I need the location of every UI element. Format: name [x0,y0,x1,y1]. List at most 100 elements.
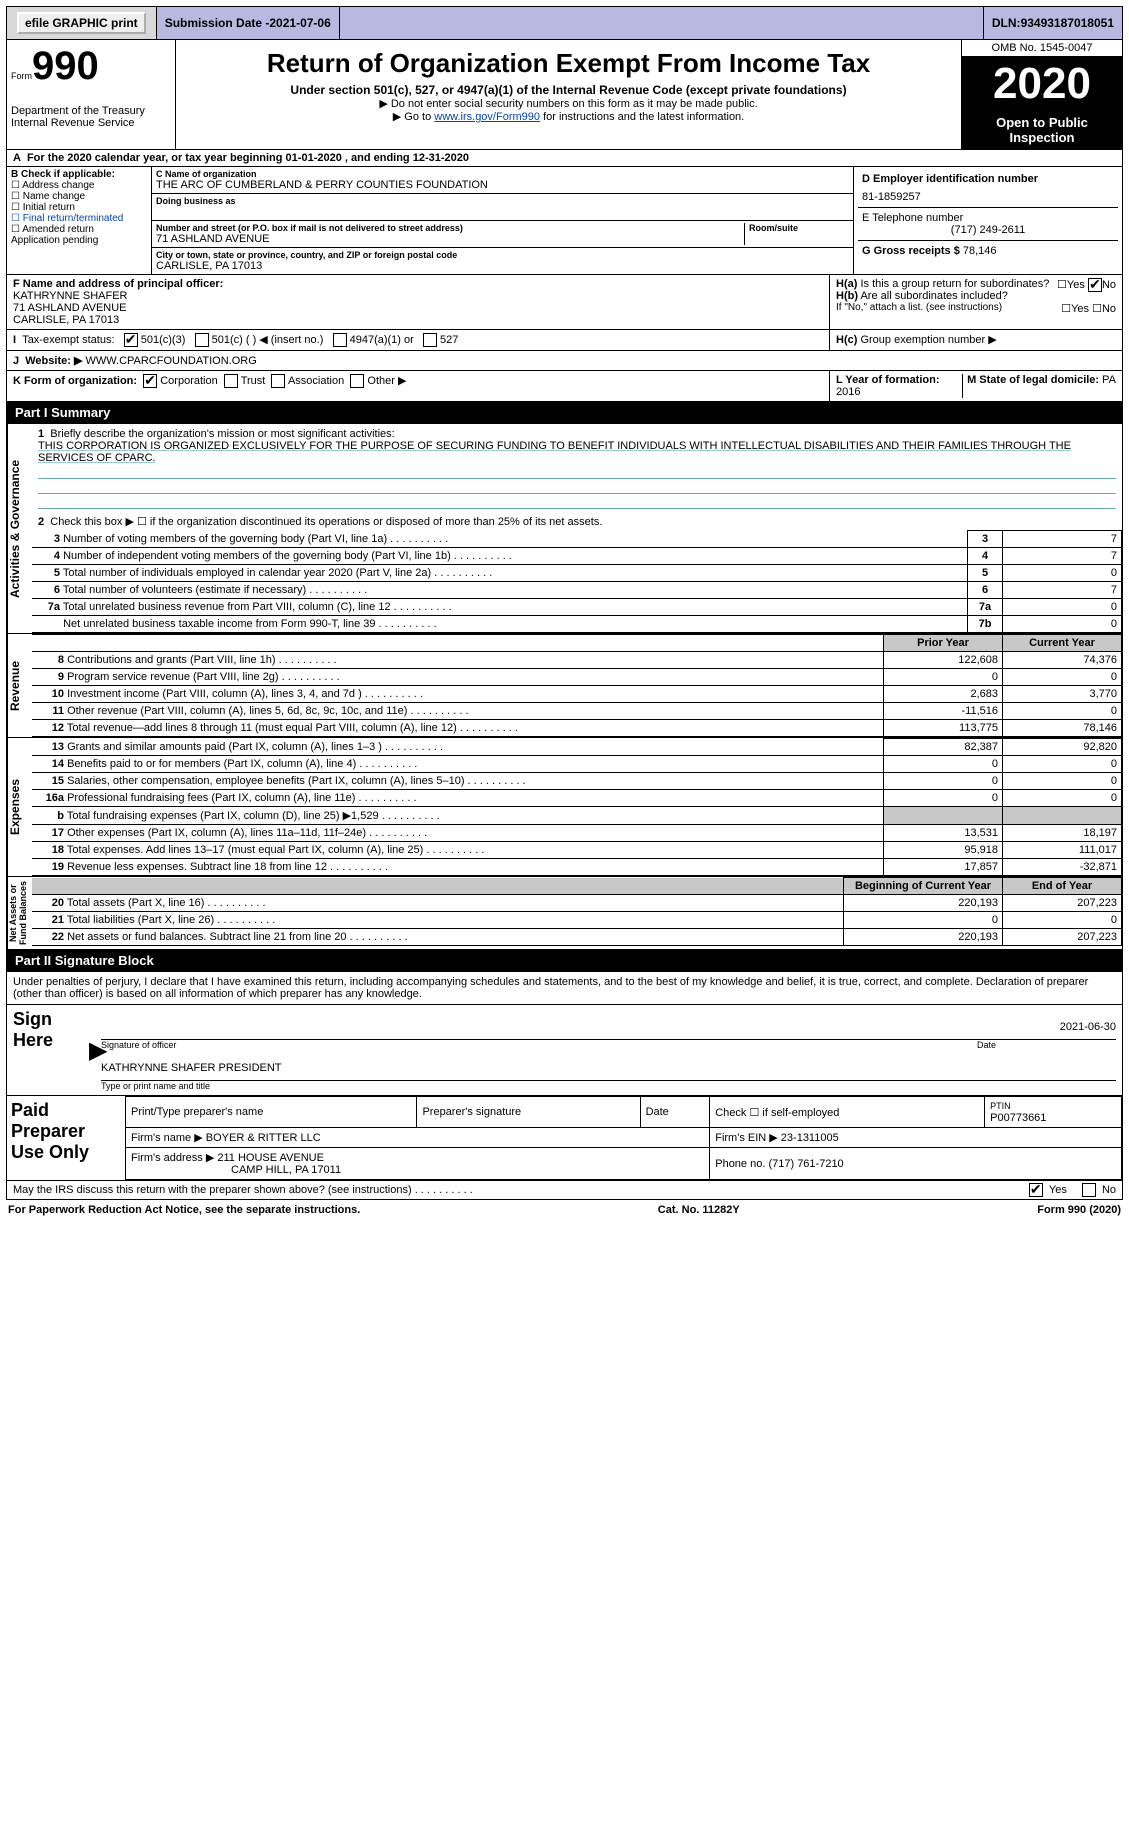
firm-phone-label: Phone no. [715,1158,768,1170]
h-a-text: Is this a group return for subordinates? [860,278,1049,290]
section-i-label: Tax-exempt status: [22,334,114,346]
section-b-label: B Check if applicable: [11,169,147,180]
domicile: PA [1102,374,1116,386]
section-c-label: C Name of organization [156,169,849,179]
part1-header: Part I Summary [6,402,1123,424]
cb-discuss-yes[interactable] [1029,1183,1043,1197]
phone-value: (717) 249-2611 [862,224,1114,236]
page-footer: For Paperwork Reduction Act Notice, see … [6,1200,1123,1220]
cb-amended[interactable]: Amended return [11,224,147,235]
cb-address-change[interactable]: Address change [11,180,147,191]
summary-revenue: Revenue Prior YearCurrent Year 8 Contrib… [6,634,1123,738]
section-d-label: D Employer identification number [862,173,1114,185]
addr-label: Number and street (or P.O. box if mail i… [156,223,744,233]
dln-label: DLN: [992,16,1021,30]
sig-officer-label: Signature of officer [101,1040,176,1050]
city-value: CARLISLE, PA 17013 [156,260,849,272]
line-a: AFor the 2020 calendar year, or tax year… [6,150,1123,167]
street-address: 71 ASHLAND AVENUE [156,233,744,245]
cb-501c[interactable] [195,333,209,347]
firm-phone: (717) 761-7210 [768,1158,843,1170]
date-label: Date [977,1040,996,1050]
mission-text: THIS CORPORATION IS ORGANIZED EXCLUSIVEL… [38,440,1071,464]
summary-expenses: Expenses 13 Grants and similar amounts p… [6,738,1123,877]
prep-col2: Preparer's signature [417,1097,640,1128]
officer-addr2: CARLISLE, PA 17013 [13,314,823,326]
submission-date: 2021-07-06 [269,16,330,30]
cb-final-return[interactable]: Final return/terminated [11,213,147,224]
prep-col4: Check ☐ if self-employed [710,1097,985,1128]
dba-label: Doing business as [156,196,849,206]
officer-name: KATHRYNNE SHAFER [13,290,823,302]
tax-year: 2020 [962,57,1122,111]
part2-header: Part II Signature Block [6,950,1123,972]
cb-assoc[interactable] [271,374,285,388]
form-number: 990 [32,44,99,88]
note-goto: ▶ Go to www.irs.gov/Form990 for instruct… [180,110,957,123]
form-title: Return of Organization Exempt From Incom… [180,48,957,79]
officer-addr1: 71 ASHLAND AVENUE [13,302,823,314]
section-l-label: L Year of formation: [836,374,940,386]
ein-value: 81-1859257 [862,191,1114,203]
prep-col1: Print/Type preparer's name [126,1097,417,1128]
vlabel-revenue: Revenue [7,634,32,737]
cb-501c3[interactable] [124,333,138,347]
firm-name: BOYER & RITTER LLC [206,1132,321,1144]
cb-trust[interactable] [224,374,238,388]
year-formation: 2016 [836,386,860,398]
col-prior: Prior Year [884,635,1003,652]
summary-governance: Activities & Governance 1 Briefly descri… [6,424,1123,634]
vlabel-governance: Activities & Governance [7,424,32,633]
note-ssn: ▶ Do not enter social security numbers o… [180,97,957,110]
cb-corp[interactable] [143,374,157,388]
cb-name-change[interactable]: Name change [11,191,147,202]
cb-discuss-no[interactable] [1082,1183,1096,1197]
submission-label: Submission Date - [165,16,270,30]
firm-addr-label: Firm's address ▶ [131,1152,214,1164]
cb-initial-return[interactable]: Initial return [11,202,147,213]
h-c-text: Group exemption number ▶ [860,334,996,346]
col-end: End of Year [1003,878,1122,895]
firm-ein: 23-1311005 [781,1132,839,1144]
top-bar: efile GRAPHIC print Submission Date - 20… [6,6,1123,40]
cb-4947[interactable] [333,333,347,347]
form-header: Form990 Department of the Treasury Inter… [6,40,1123,150]
dln-value: 93493187018051 [1021,16,1114,30]
typed-label: Type or print name and title [101,1081,1116,1091]
room-label: Room/suite [749,223,849,233]
firm-addr2: CAMP HILL, PA 17011 [231,1164,341,1176]
section-m-label: M State of legal domicile: [967,374,1102,386]
omb-number: OMB No. 1545-0047 [962,40,1122,57]
info-block: B Check if applicable: Address change Na… [6,167,1123,275]
vlabel-netassets: Net Assets or Fund Balances [7,877,32,949]
form-subtitle: Under section 501(c), 527, or 4947(a)(1)… [180,83,957,97]
irs-link[interactable]: www.irs.gov/Form990 [434,111,540,123]
dept-treasury: Department of the Treasury Internal Reve… [11,105,171,129]
section-g-label: G Gross receipts $ [862,245,963,257]
ptin-label: PTIN [990,1101,1011,1111]
section-j-label: Website: ▶ [25,355,82,367]
cb-app-pending[interactable]: Application pending [11,235,147,246]
col-current: Current Year [1003,635,1122,652]
footer-mid: Cat. No. 11282Y [658,1204,740,1216]
sign-here-section: Sign Here ▶ 2021-06-30 Signature of offi… [6,1005,1123,1096]
sig-date: 2021-06-30 [1060,1021,1116,1039]
firm-label: Firm's name ▶ [131,1132,203,1144]
line1-label: Briefly describe the organization's miss… [50,428,394,440]
prep-col3: Date [640,1097,710,1128]
form-prefix: Form [11,71,32,81]
efile-button[interactable]: efile GRAPHIC print [17,12,146,34]
org-name: THE ARC OF CUMBERLAND & PERRY COUNTIES F… [156,179,849,191]
gross-receipts: 78,146 [963,245,997,257]
website: WWW.CPARCFOUNDATION.ORG [85,355,256,367]
section-k-label: K Form of organization: [13,375,137,387]
paid-preparer-label: Paid Preparer Use Only [7,1096,125,1180]
firm-addr: 211 HOUSE AVENUE [217,1152,324,1164]
ptin-value: P00773661 [990,1112,1046,1124]
city-label: City or town, state or province, country… [156,250,849,260]
line2-text: Check this box ▶ ☐ if the organization d… [50,516,602,528]
firm-ein-label: Firm's EIN ▶ [715,1132,778,1144]
cb-other[interactable] [350,374,364,388]
cb-527[interactable] [423,333,437,347]
footer-left: For Paperwork Reduction Act Notice, see … [8,1204,360,1216]
